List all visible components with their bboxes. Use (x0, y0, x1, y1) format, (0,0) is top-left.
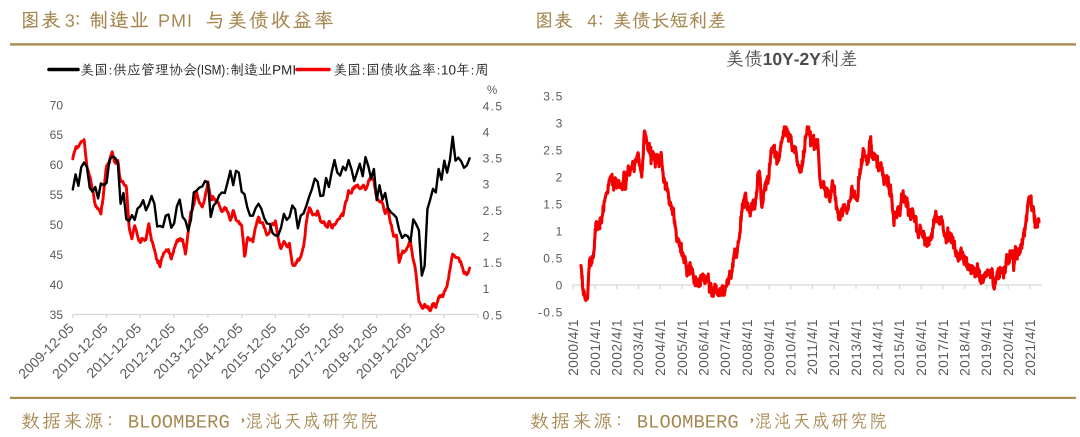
svg-text:1.5: 1.5 (543, 197, 563, 211)
svg-text:%: % (487, 85, 497, 97)
svg-text:1: 1 (483, 282, 491, 296)
svg-text:1: 1 (556, 224, 564, 238)
svg-text:3: 3 (483, 178, 491, 192)
svg-text:0.5: 0.5 (483, 308, 504, 322)
svg-text:4: 4 (483, 125, 491, 139)
svg-text:0.5: 0.5 (543, 251, 563, 265)
svg-text:45: 45 (50, 248, 64, 262)
svg-text:2004/4/1: 2004/4/1 (653, 319, 668, 376)
svg-text:2011/4/1: 2011/4/1 (805, 319, 820, 375)
svg-text:35: 35 (50, 308, 64, 322)
svg-text:2020/4/1: 2020/4/1 (1001, 319, 1016, 376)
svg-text:2009/4/1: 2009/4/1 (762, 319, 777, 376)
svg-text:2007/4/1: 2007/4/1 (718, 319, 733, 376)
svg-text:2005/4/1: 2005/4/1 (675, 319, 690, 376)
svg-text:2003/4/1: 2003/4/1 (631, 319, 646, 376)
svg-text:1.5: 1.5 (483, 256, 504, 270)
svg-text:2019/4/1: 2019/4/1 (979, 319, 994, 376)
svg-text:50: 50 (50, 218, 64, 232)
svg-text:3: 3 (556, 116, 564, 130)
svg-text:2000/4/1: 2000/4/1 (566, 319, 581, 376)
svg-text:4.5: 4.5 (483, 99, 504, 113)
svg-text:65: 65 (50, 128, 64, 142)
svg-text:60: 60 (50, 158, 64, 172)
svg-text:-0.5: -0.5 (538, 305, 563, 319)
svg-text:40: 40 (50, 278, 64, 292)
svg-text:2: 2 (556, 170, 564, 184)
svg-text:2017/4/1: 2017/4/1 (936, 319, 951, 376)
svg-text:2016/4/1: 2016/4/1 (914, 319, 929, 376)
svg-text:2014/4/1: 2014/4/1 (871, 319, 886, 376)
svg-text:2: 2 (483, 230, 491, 244)
svg-text:2018/4/1: 2018/4/1 (958, 319, 973, 376)
svg-text:2012/4/1: 2012/4/1 (827, 319, 842, 376)
svg-text:2.5: 2.5 (543, 143, 563, 157)
svg-text:3.5: 3.5 (543, 89, 563, 103)
svg-text:2021/4/1: 2021/4/1 (1023, 319, 1038, 376)
svg-text:2013/4/1: 2013/4/1 (849, 319, 864, 376)
svg-text:2015/4/1: 2015/4/1 (892, 319, 907, 376)
svg-text:2008/4/1: 2008/4/1 (740, 319, 755, 376)
svg-text:2001/4/1: 2001/4/1 (588, 319, 603, 376)
svg-text:2.5: 2.5 (483, 204, 504, 218)
svg-text:70: 70 (50, 98, 64, 112)
svg-text:3.5: 3.5 (483, 152, 504, 166)
svg-text:55: 55 (50, 188, 64, 202)
svg-text:2006/4/1: 2006/4/1 (697, 319, 712, 376)
svg-text:0: 0 (556, 278, 564, 292)
svg-text:2010/4/1: 2010/4/1 (784, 319, 799, 376)
svg-text:2002/4/1: 2002/4/1 (610, 319, 625, 376)
